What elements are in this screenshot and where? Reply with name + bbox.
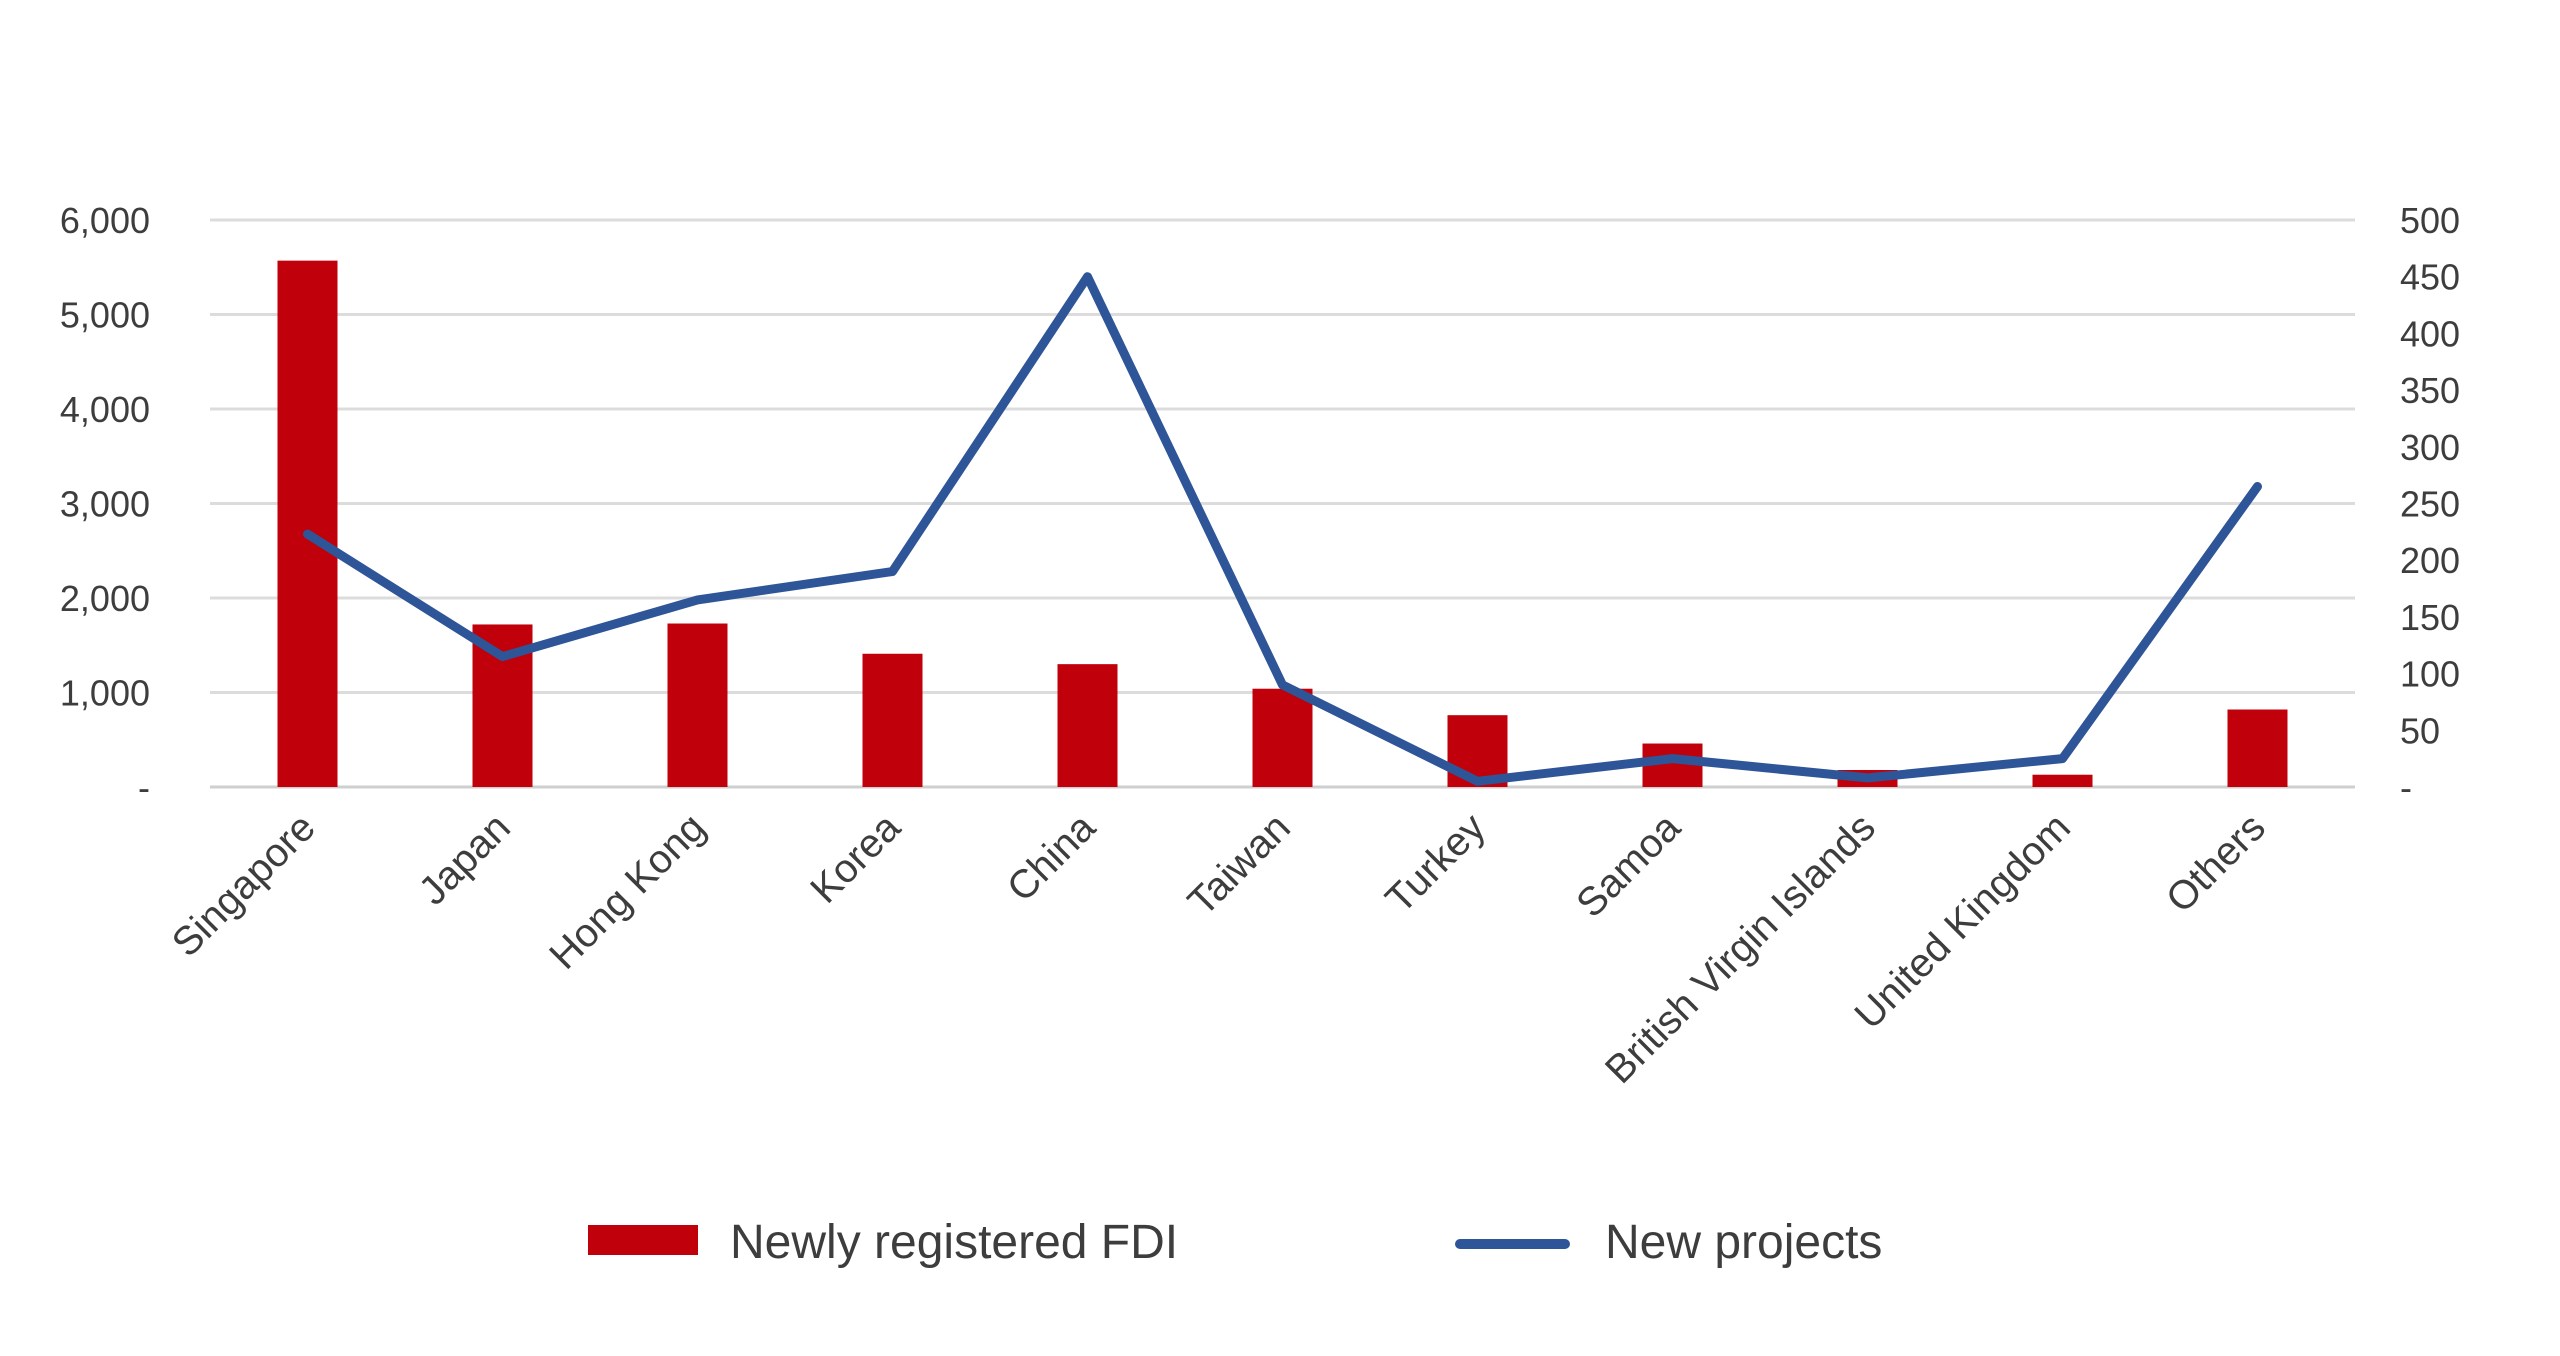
category-label: United Kingdom xyxy=(1847,805,2079,1037)
fdi-bar xyxy=(2227,709,2288,787)
right-tick-label: 500 xyxy=(2400,200,2460,241)
right-tick-label: 200 xyxy=(2400,540,2460,581)
fdi-bar xyxy=(862,653,923,787)
left-tick-label: 3,000 xyxy=(60,484,150,525)
category-label: Taiwan xyxy=(1180,805,1299,924)
left-axis-ticks: - 1,000 2,000 3,000 4,000 5,000 6,000 xyxy=(60,200,150,808)
fdi-bar xyxy=(1252,688,1313,787)
legend-bar-swatch xyxy=(588,1225,698,1255)
right-axis-ticks: - 50 100 150 200 250 300 350 400 450 500 xyxy=(2400,200,2460,808)
right-tick-label: 350 xyxy=(2400,370,2460,411)
category-label: Japan xyxy=(411,805,519,913)
category-label: Others xyxy=(2158,805,2274,921)
left-tick-label: 5,000 xyxy=(60,295,150,336)
grid-lines xyxy=(210,218,2355,789)
category-label: Samoa xyxy=(1568,805,1689,926)
category-label: Turkey xyxy=(1377,805,1494,922)
fdi-bar xyxy=(667,623,728,787)
legend: Newly registered FDI New projects xyxy=(588,1216,1882,1269)
right-tick-label: 450 xyxy=(2400,257,2460,298)
category-label: Singapore xyxy=(164,805,324,965)
legend-label-fdi: Newly registered FDI xyxy=(730,1216,1178,1269)
fdi-bar xyxy=(277,260,338,787)
right-tick-label: 250 xyxy=(2400,484,2460,525)
category-label: Korea xyxy=(802,805,909,912)
fdi-bar xyxy=(1057,664,1118,787)
right-tick-label: 150 xyxy=(2400,597,2460,638)
category-label: Hong Kong xyxy=(541,805,714,978)
new-projects-line xyxy=(303,272,2262,786)
left-tick-label: 2,000 xyxy=(60,578,150,619)
left-tick-label: 6,000 xyxy=(60,200,150,241)
left-tick-label: 4,000 xyxy=(60,389,150,430)
category-labels: Singapore Japan Hong Kong Korea China Taiwan T… xyxy=(164,805,2274,1092)
left-tick-label: - xyxy=(138,767,150,808)
right-tick-label: 300 xyxy=(2400,427,2460,468)
right-tick-label: 400 xyxy=(2400,313,2460,354)
fdi-bars xyxy=(277,260,2288,787)
legend-label-projects: New projects xyxy=(1605,1216,1882,1269)
left-tick-label: 1,000 xyxy=(60,673,150,714)
fdi-bar xyxy=(2032,774,2093,787)
right-tick-label: 100 xyxy=(2400,654,2460,695)
right-tick-label: 50 xyxy=(2400,710,2440,751)
right-tick-label: - xyxy=(2400,767,2412,808)
category-label: China xyxy=(999,805,1105,911)
